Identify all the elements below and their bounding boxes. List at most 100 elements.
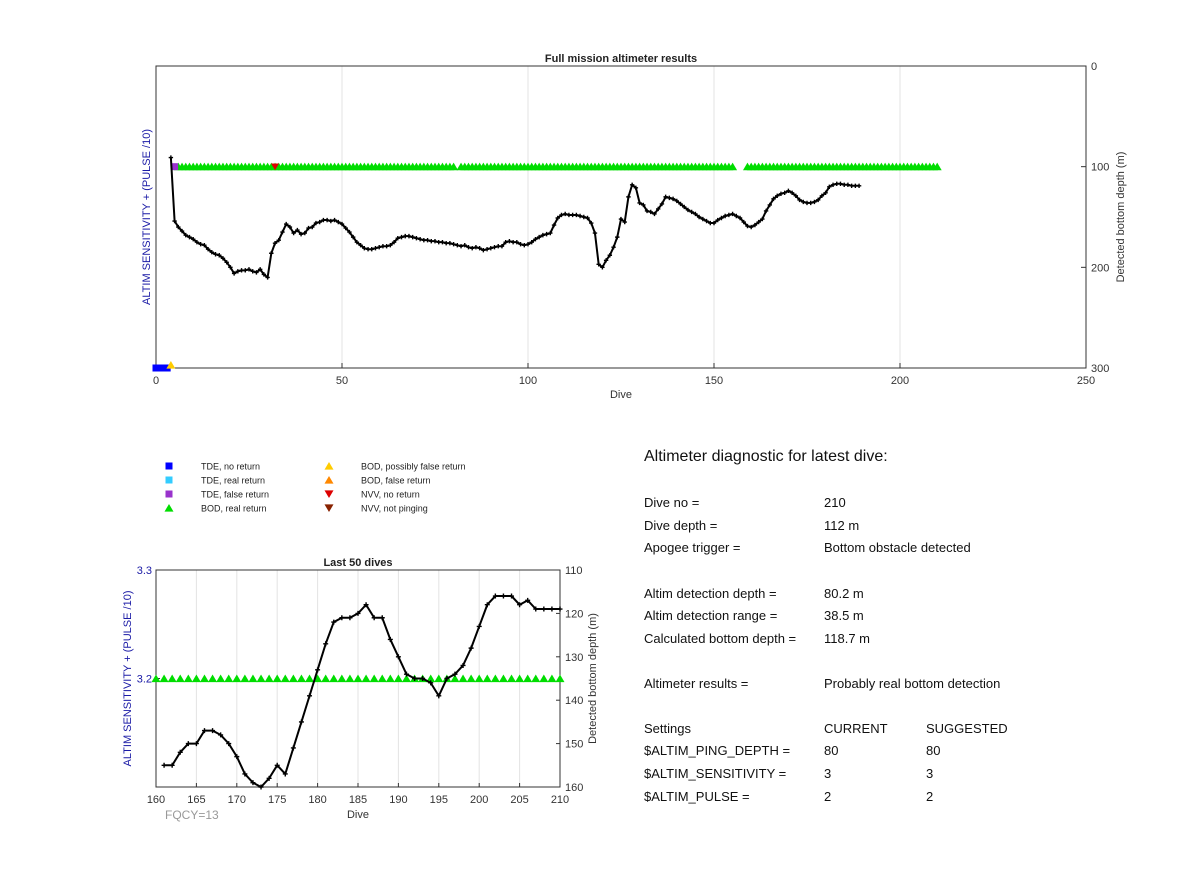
bottom-depth-point (708, 220, 713, 226)
bottom-depth-point (670, 196, 676, 202)
bod-real-return-marker (450, 674, 460, 683)
bod-real-return-marker (353, 674, 363, 683)
bod-real-return-marker (216, 674, 226, 683)
bottom-depth-point (589, 220, 594, 226)
y-right-tick-label: 100 (1091, 162, 1109, 174)
bottom-depth-point (425, 237, 430, 243)
bottom-depth-point (460, 662, 466, 668)
y-right-tick-label: 150 (565, 739, 583, 751)
bottom-depth-point (302, 230, 307, 236)
bottom-depth-point (667, 195, 672, 201)
bottom-depth-point (183, 232, 188, 238)
diagnostic-value: Probably real bottom detection (824, 676, 1001, 691)
bottom-depth-point (194, 239, 200, 245)
x-tick-label: 190 (389, 794, 407, 806)
bottom-depth-point (220, 256, 226, 261)
bottom-depth-point (358, 242, 363, 248)
bottom-depth-point (321, 217, 326, 223)
bottom-depth-point (362, 246, 367, 251)
bottom-depth-point (719, 215, 724, 221)
y-right-tick-label: 300 (1091, 363, 1109, 375)
bottom-depth-point (191, 236, 196, 242)
bod-real-return-marker (539, 674, 549, 683)
bottom-depth-point (845, 182, 851, 187)
bottom-depth-point (496, 243, 501, 249)
legend-marker (165, 490, 173, 498)
setting-suggested: 3 (926, 766, 934, 781)
bottom-depth-point (347, 229, 352, 235)
bottom-depth-point (503, 239, 508, 245)
bottom-depth-point (830, 182, 836, 187)
bottom-depth-point (226, 741, 232, 747)
bod-real-return-marker (224, 674, 234, 683)
bottom-depth-point (224, 260, 229, 265)
legend-marker (324, 490, 334, 499)
bottom-depth-point (500, 593, 506, 599)
bottom-depth-point (388, 242, 393, 248)
bottom-depth-point (559, 212, 564, 218)
bottom-depth-point (518, 241, 523, 247)
bottom-depth-point (644, 208, 650, 214)
bottom-depth-point (581, 214, 586, 220)
bottom-depth-point (350, 234, 356, 240)
x-tick-label: 200 (891, 375, 909, 387)
bottom-depth-point (266, 775, 272, 781)
setting-label: $ALTIM_PULSE = (644, 789, 750, 804)
bottom-depth-point (823, 190, 828, 196)
diagnostic-value: Bottom obstacle detected (824, 540, 971, 555)
bottom-depth-point (403, 233, 408, 239)
bottom-depth-point (234, 754, 240, 760)
bottom-depth-point (722, 213, 728, 219)
bottom-depth-point (209, 250, 214, 255)
legend-marker (324, 475, 334, 484)
legend-marker (324, 461, 334, 470)
diagnostic-label: Apogee trigger = (644, 540, 741, 555)
diagnostic-label: Altimeter results = (644, 676, 749, 691)
bottom-depth-point (749, 224, 754, 230)
diagnostic-value: 118.7 m (824, 631, 871, 646)
bottom-depth-point (455, 242, 460, 248)
bottom-depth-point (399, 234, 404, 240)
bod-real-return-marker (523, 674, 533, 683)
bottom-depth-point (533, 236, 538, 242)
bottom-depth-point (239, 268, 244, 273)
bottom-depth-point (488, 246, 493, 251)
legend-label: NVV, not pinging (361, 504, 428, 514)
bottom-depth-point (549, 606, 555, 612)
diagnostic-value: 80.2 m (824, 586, 864, 601)
bottom-depth-point (786, 188, 791, 194)
bod-real-return-marker (728, 162, 738, 171)
bottom-depth-point (656, 206, 661, 212)
bottom-depth-point (767, 202, 772, 208)
legend-label: TDE, no return (201, 462, 260, 472)
x-tick-label: 50 (336, 375, 348, 387)
bottom-depth-point (218, 732, 224, 738)
bottom-depth-point (834, 181, 839, 186)
bottom-depth-point (354, 239, 360, 245)
bottom-depth-point (566, 212, 572, 218)
bod-real-return-marker (555, 674, 565, 683)
bottom-depth-point (540, 232, 546, 238)
bod-real-return-marker (305, 674, 315, 683)
bottom-depth-point (577, 213, 583, 219)
bottom-depth-point (468, 645, 474, 651)
settings-header-current: CURRENT (824, 721, 888, 736)
setting-current: 3 (824, 766, 832, 781)
y-left-axis-label: ALTIM SENSITIVITY + (PULSE /10) (122, 591, 134, 767)
bottom-depth-point (622, 219, 627, 225)
legend-marker (165, 462, 173, 470)
bottom-depth-point (849, 183, 854, 188)
bottom-depth-point (343, 225, 348, 231)
bottom-depth-point (421, 237, 427, 243)
bottom-depth-point (525, 241, 531, 247)
bod-real-return-marker (151, 674, 161, 683)
bod-real-return-marker (345, 674, 355, 683)
bottom-depth-point (782, 190, 787, 196)
bottom-depth-point (177, 749, 183, 755)
y-right-axis-label: Detected bottom depth (m) (1115, 152, 1127, 283)
bottom-depth-point (637, 200, 642, 206)
bottom-depth-point (280, 229, 285, 235)
bottom-depth-point (395, 654, 401, 660)
bottom-depth-point (615, 234, 620, 240)
bottom-depth-point (756, 219, 761, 225)
